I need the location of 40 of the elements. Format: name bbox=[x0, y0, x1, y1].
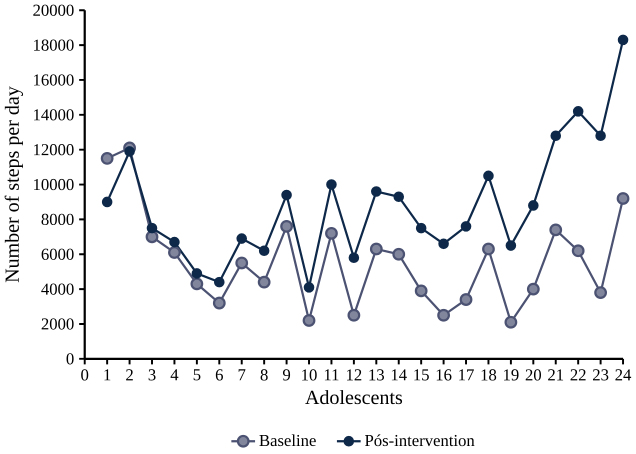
y-tick-label: 14000 bbox=[34, 109, 74, 121]
x-tick-label: 11 bbox=[324, 369, 338, 380]
x-tick-label: 8 bbox=[260, 369, 268, 381]
x-tick-label: 13 bbox=[369, 369, 384, 381]
y-axis-title: Number of steps per day bbox=[4, 86, 24, 282]
x-tick-label: 14 bbox=[392, 369, 407, 380]
y-tick-label: 6000 bbox=[42, 248, 74, 260]
x-tick-label: 5 bbox=[194, 369, 200, 381]
x-tick-label: 9 bbox=[282, 369, 290, 381]
y-tick-label: 10000 bbox=[34, 179, 74, 190]
x-tick-label: 21 bbox=[548, 369, 564, 381]
x-tick-label: 19 bbox=[504, 369, 519, 381]
x-tick-label: 23 bbox=[593, 369, 608, 381]
x-axis-title: Adolescents bbox=[305, 390, 402, 404]
y-tick-label: 12000 bbox=[34, 144, 74, 156]
x-tick-label: 4 bbox=[170, 369, 178, 380]
x-tick-label: 0 bbox=[81, 369, 88, 381]
x-tick-label: 3 bbox=[148, 369, 156, 381]
x-tick-label: 2 bbox=[126, 369, 133, 381]
x-tick-label: 6 bbox=[216, 369, 223, 381]
y-tick-label: 4000 bbox=[41, 284, 74, 295]
y-tick-label: 16000 bbox=[34, 74, 74, 86]
y-tick-label: 18000 bbox=[34, 40, 74, 51]
x-tick-label: 10 bbox=[302, 369, 317, 381]
y-tick-label: 20000 bbox=[33, 4, 74, 16]
x-tick-label: 16 bbox=[436, 369, 452, 381]
legend-label: Baseline bbox=[259, 434, 316, 446]
y-tick-label: 2000 bbox=[42, 318, 74, 330]
y-tick-label: 0 bbox=[66, 353, 74, 365]
y-tick-label: 8000 bbox=[42, 214, 74, 226]
x-tick-label: 12 bbox=[347, 369, 362, 381]
x-tick-label: 15 bbox=[414, 369, 429, 381]
x-tick-label: 24 bbox=[615, 369, 632, 381]
x-tick-label: 7 bbox=[238, 369, 246, 380]
x-tick-label: 22 bbox=[570, 369, 586, 381]
legend-label: Pós-intervention bbox=[365, 434, 474, 446]
x-tick-label: 20 bbox=[526, 369, 542, 381]
x-tick-label: 1 bbox=[104, 369, 110, 380]
x-tick-label: 17 bbox=[459, 369, 474, 380]
x-tick-label: 18 bbox=[482, 369, 496, 381]
